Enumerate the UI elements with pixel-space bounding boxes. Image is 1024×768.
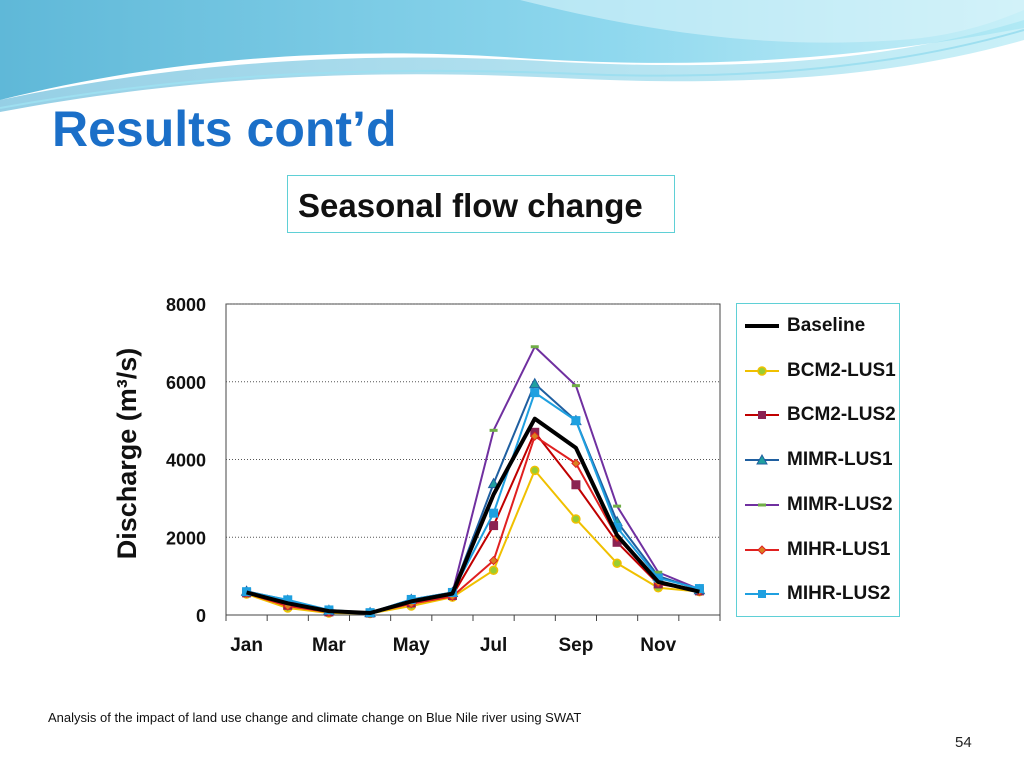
legend-swatch: [745, 411, 779, 420]
x-tick-label: Mar: [312, 635, 346, 656]
chart-subtitle: Seasonal flow change: [298, 187, 643, 224]
legend-swatch: [745, 544, 779, 555]
legend-swatch: [745, 590, 779, 599]
x-tick-label: Jan: [230, 635, 263, 656]
page-number: 54: [955, 734, 972, 751]
legend-swatch: [745, 365, 779, 376]
data-point-bcm2-lus2: [571, 480, 581, 490]
data-point-bcm2-lus1: [612, 558, 622, 569]
data-point-mihr-lus1: [571, 458, 581, 469]
slide-footer: Analysis of the impact of land use chang…: [48, 710, 582, 725]
series-line-mihr-lus1: [246, 435, 700, 615]
y-tick-label: 2000: [166, 528, 206, 548]
data-point-mihr-lus2: [530, 388, 540, 398]
data-point-mihr-lus1: [488, 555, 499, 566]
data-point-mimr-lus1: [487, 477, 500, 489]
legend-item-bcm2-lus1: BCM2-LUS1: [745, 359, 896, 383]
legend-label: BCM2-LUS1: [787, 359, 896, 381]
data-point-mihr-lus2: [694, 584, 704, 594]
x-tick-label: Jul: [480, 635, 507, 656]
x-tick-label: Nov: [640, 635, 676, 656]
chart-legend: Baseline BCM2-LUS1 BCM2-LUS2 MIMR-LUS1 MIMR-…: [736, 303, 900, 617]
data-point-bcm2-lus1: [571, 514, 581, 524]
data-point-bcm2-lus1: [530, 465, 540, 476]
data-point-bcm2-lus1: [488, 565, 499, 576]
legend-label: MIHR-LUS2: [787, 583, 891, 605]
legend-label: BCM2-LUS2: [787, 404, 896, 426]
data-point-mihr-lus2: [571, 416, 581, 426]
y-tick-label: 6000: [166, 373, 206, 393]
subtitle-box: Seasonal flow change: [287, 175, 675, 233]
x-tick-label: Sep: [558, 635, 593, 656]
legend-label: MIMR-LUS1: [787, 449, 893, 471]
data-point-mihr-lus2: [489, 508, 499, 518]
legend-item-bcm2-lus2: BCM2-LUS2: [745, 403, 896, 427]
legend-item-baseline: Baseline: [745, 314, 895, 338]
legend-label: Baseline: [787, 315, 866, 336]
legend-item-mimr-lus2: MIMR-LUS2: [745, 493, 895, 517]
legend-swatch: [745, 324, 779, 328]
legend-swatch: [745, 454, 779, 465]
legend-swatch: [745, 503, 779, 507]
slide-title: Results cont’d: [52, 101, 397, 157]
y-tick-label: 8000: [166, 295, 206, 315]
data-point-bcm2-lus2: [489, 521, 499, 531]
legend-label: MIMR-LUS2: [787, 493, 893, 515]
legend-item-mimr-lus1: MIMR-LUS1: [745, 448, 895, 472]
series-line-baseline: [246, 416, 700, 616]
data-point-mihr-lus1: [530, 431, 540, 441]
legend-item-mihr-lus2: MIHR-LUS2: [745, 582, 895, 606]
header-wave-decoration: [0, 0, 1024, 112]
discharge-line-chart: 0 2000 4000 6000 8000 Jan Mar May Jul Sep Nov Disch…: [112, 295, 721, 656]
y-tick-label: 0: [196, 606, 206, 626]
legend-item-mihr-lus1: MIHR-LUS1: [745, 538, 895, 562]
x-tick-label: May: [393, 635, 430, 656]
legend-label: MIHR-LUS1: [787, 538, 891, 560]
data-point-mimr-lus1: [528, 377, 541, 389]
y-axis-label: Discharge (m³/s): [112, 348, 142, 560]
y-tick-label: 4000: [166, 451, 206, 471]
